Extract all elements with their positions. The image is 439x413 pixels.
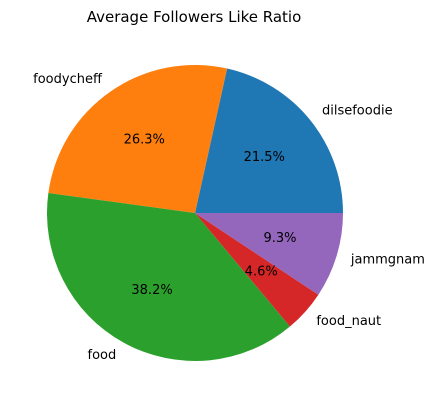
pie-labels: dilsefoodie 21.5% foodycheff 26.3% food 38.2%…: [33, 72, 425, 363]
pie-slice-jammgnam: [195, 213, 343, 295]
pct-label-jammgnam: 9.3%: [264, 231, 297, 246]
pie-slice-food-naut: [195, 213, 319, 327]
pct-label-dilsefoodie: 21.5%: [244, 150, 285, 165]
pct-label-foodycheff: 26.3%: [124, 133, 165, 148]
pct-label-food: 38.2%: [131, 283, 172, 298]
slice-label-food: food: [88, 348, 117, 363]
slice-label-food-naut: food_naut: [316, 314, 381, 329]
slice-label-jammgnam: jammgnam: [350, 252, 425, 267]
chart-title: Average Followers Like Ratio: [87, 8, 302, 26]
pct-label-food-naut: 4.6%: [245, 265, 278, 280]
slice-label-dilsefoodie: dilsefoodie: [322, 104, 393, 119]
pie-slice-food: [46, 193, 290, 362]
slice-label-foodycheff: foodycheff: [33, 72, 103, 87]
pie-slices: [46, 65, 343, 362]
pie-slice-dilsefoodie: [195, 68, 343, 213]
pie-slice-foodycheff: [48, 65, 228, 214]
